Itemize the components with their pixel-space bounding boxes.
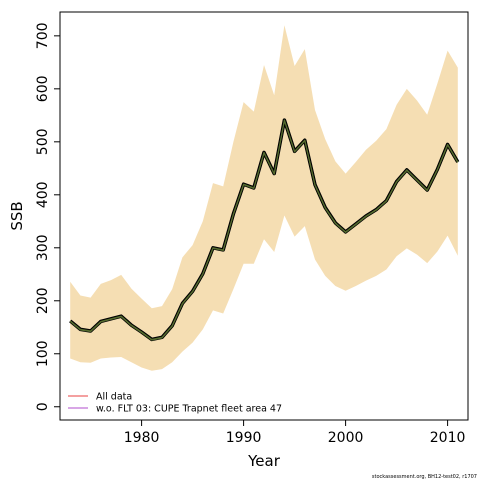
- y-tick-label: 400: [35, 181, 51, 208]
- x-tick-label: 2010: [430, 430, 466, 446]
- y-tick-label: 500: [35, 128, 51, 155]
- x-tick-label: 2000: [328, 430, 364, 446]
- legend-label-1: All data: [96, 392, 132, 403]
- x-axis: 1980 1990 2000 2010: [124, 420, 466, 446]
- confidence-band-layer: [70, 25, 458, 371]
- y-tick-label: 600: [35, 75, 51, 102]
- series-layer: [69, 118, 460, 342]
- y-axis-label: SSB: [8, 201, 26, 230]
- y-tick-label: 200: [35, 287, 51, 314]
- y-axis: 0 100 200 300 400 500 600 700: [35, 22, 60, 411]
- legend-label-2: w.o. FLT 03: CUPE Trapnet fleet area 47: [96, 404, 282, 415]
- y-tick-label: 700: [35, 22, 51, 49]
- plot-frame: [59, 11, 469, 421]
- x-tick-label: 1990: [226, 430, 262, 446]
- x-tick-label: 1980: [124, 430, 160, 446]
- y-tick-label: 300: [35, 234, 51, 261]
- y-tick-label: 100: [35, 340, 51, 367]
- series-line-2: [69, 120, 459, 341]
- confidence-band: [70, 25, 458, 371]
- y-tick-label: 0: [35, 402, 51, 411]
- footnote: stockassessment.org, BH12-test02, r1707: [372, 474, 477, 480]
- x-axis-label: Year: [247, 452, 281, 470]
